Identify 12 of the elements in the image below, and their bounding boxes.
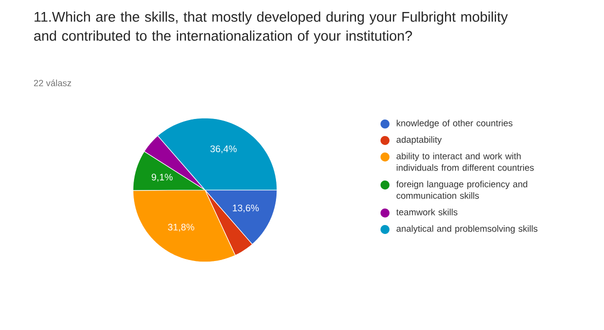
legend-label: adaptability	[396, 136, 442, 145]
data-label: 13,6%	[232, 204, 259, 212]
legend-label: ability to interact and work with individuals from different countries	[396, 152, 534, 171]
data-label: 36,4%	[210, 145, 237, 154]
legend-label: analytical and problemsolving skills	[396, 225, 538, 234]
legend-label: knowledge of other countries	[396, 120, 512, 128]
data-label: 9,1%	[152, 174, 173, 182]
data-label: 31,8%	[168, 224, 194, 232]
legend-label: foreign language proficiency and communication skills	[396, 180, 528, 199]
text: 22 válasz	[34, 80, 72, 86]
legend-label: teamwork skills	[396, 208, 458, 216]
chart-title: 11.Which are the skills, that mostly developed during your Fulbright mobility and contributed to the internationalization of your institution?	[34, 12, 508, 44]
